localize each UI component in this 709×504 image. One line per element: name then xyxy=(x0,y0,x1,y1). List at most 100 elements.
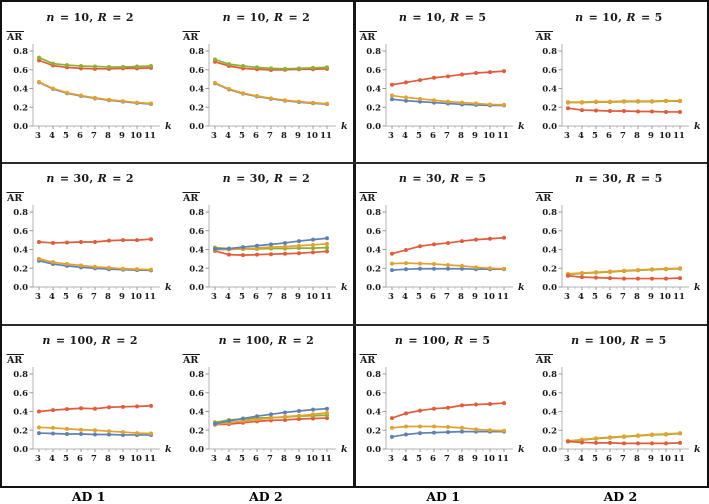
series-marker-red xyxy=(121,404,125,409)
y-tick-label: 0.2 xyxy=(542,103,557,113)
series-marker-red xyxy=(649,441,654,446)
chart-canvas: AR 0.0 0.2 0.4 0.6 0.8 3 4 5 6 7 8 9 10 11 k xyxy=(359,192,525,302)
x-tick-label: 7 xyxy=(620,131,626,141)
series-marker-red xyxy=(135,404,139,408)
x-tick-label: 7 xyxy=(91,131,97,141)
y-tick-label: 0.2 xyxy=(366,103,381,113)
y-axis-label: AR xyxy=(6,355,22,366)
series-marker-blue xyxy=(311,237,316,242)
series-marker-green xyxy=(311,246,316,251)
x-tick-label: 5 xyxy=(416,292,422,302)
series-marker-orange xyxy=(389,425,394,430)
series-marker-red xyxy=(487,401,492,406)
figure-frame: n = 10, R = 2 AR 0.0 0.2 0.4 0.6 0.8 3 4 5 6 7 8 9 10 1… xyxy=(0,0,709,488)
series-marker-green xyxy=(325,245,330,250)
series-marker-green xyxy=(135,64,139,69)
y-axis-label: AR xyxy=(359,32,375,43)
series-marker-red xyxy=(565,106,570,111)
y-tick-label: 0.0 xyxy=(189,122,204,132)
y-tick-label: 0.2 xyxy=(189,426,204,436)
subplot: n = 100, R = 2 AR 0.0 0.2 0.4 0.6 0.8 3 4 5 6 7 8 9 10… xyxy=(2,325,178,486)
x-tick-label: 11 xyxy=(144,292,156,302)
series-marker-orange xyxy=(417,96,422,101)
series-marker-blue xyxy=(227,418,232,423)
x-tick-label: 3 xyxy=(211,292,217,302)
y-tick-label: 0.6 xyxy=(189,66,204,76)
x-tick-label: 6 xyxy=(77,292,83,302)
x-tick-label: 6 xyxy=(253,131,259,141)
y-tick-label: 0.6 xyxy=(189,227,204,237)
x-tick-label: 4 xyxy=(225,454,231,464)
y-axis-label: AR xyxy=(182,355,198,366)
x-tick-label: 7 xyxy=(91,292,97,302)
x-tick-label: 4 xyxy=(578,454,584,464)
series-marker-red xyxy=(649,109,654,114)
series-marker-red xyxy=(311,416,316,421)
plot-title: n = 10, R = 2 xyxy=(222,11,311,24)
series-marker-blue xyxy=(255,244,260,249)
x-tick-label: 10 xyxy=(659,131,671,141)
series-marker-orange xyxy=(283,414,288,419)
series-marker-orange xyxy=(269,245,274,250)
series-marker-blue xyxy=(65,431,69,436)
y-axis-label: AR xyxy=(359,355,375,366)
series-marker-red xyxy=(445,74,450,79)
x-tick-label: 11 xyxy=(320,292,332,302)
x-tick-label: 3 xyxy=(388,454,394,464)
chart-canvas: AR 0.0 0.2 0.4 0.6 0.8 3 4 5 6 7 8 9 10 11 k xyxy=(6,353,172,464)
series-marker-blue xyxy=(325,406,330,411)
y-tick-label: 0.8 xyxy=(542,370,557,380)
y-tick-label: 0.8 xyxy=(189,47,204,57)
series-marker-red xyxy=(635,276,640,281)
series-marker-orange xyxy=(501,267,506,272)
series-marker-orange xyxy=(635,433,640,438)
series-marker-orange xyxy=(431,262,436,267)
x-tick-label: 9 xyxy=(119,292,125,302)
x-tick-label: 4 xyxy=(49,454,55,464)
subplot: n = 10, R = 2 AR 0.0 0.2 0.4 0.6 0.8 3 4 5 6 7 8 9 10 1… xyxy=(2,2,178,163)
x-tick-label: 3 xyxy=(35,454,41,464)
series-marker-red xyxy=(255,252,260,257)
series-marker-orange xyxy=(473,101,478,106)
series-marker-red xyxy=(487,70,492,75)
y-tick-label: 0.2 xyxy=(542,426,557,436)
series-marker-green xyxy=(283,66,288,71)
x-axis-label: k xyxy=(694,444,701,455)
y-tick-label: 0.4 xyxy=(13,407,28,417)
x-tick-label: 8 xyxy=(105,292,111,302)
series-marker-orange xyxy=(311,243,316,248)
y-tick-label: 0.4 xyxy=(189,407,204,417)
chart-canvas: AR 0.0 0.2 0.4 0.6 0.8 3 4 5 6 7 8 9 10 11 k xyxy=(182,31,348,141)
x-tick-label: 8 xyxy=(634,292,640,302)
x-tick-label: 11 xyxy=(497,131,509,141)
series-marker-orange xyxy=(501,102,506,107)
series-marker-red xyxy=(459,403,464,408)
x-tick-label: 8 xyxy=(281,131,287,141)
series-marker-blue xyxy=(107,432,111,437)
series-marker-blue xyxy=(389,97,394,102)
chart-canvas: AR 0.0 0.2 0.4 0.6 0.8 3 4 5 6 7 8 9 10 11 k xyxy=(6,31,172,141)
x-tick-label: 8 xyxy=(458,292,464,302)
x-axis-label: k xyxy=(518,444,525,455)
y-tick-label: 0.2 xyxy=(366,265,381,275)
series-marker-green xyxy=(213,57,218,62)
x-tick-label: 5 xyxy=(63,131,69,141)
series-marker-orange xyxy=(459,100,464,105)
series-marker-orange xyxy=(65,426,69,431)
x-tick-label: 9 xyxy=(119,131,125,141)
y-axis-label: AR xyxy=(535,193,551,204)
series-marker-red xyxy=(677,440,682,445)
series-marker-red xyxy=(445,241,450,246)
series-marker-orange xyxy=(473,426,478,431)
series-marker-orange xyxy=(269,415,274,420)
series-marker-orange xyxy=(459,264,464,269)
y-tick-label: 0.4 xyxy=(13,246,28,256)
series-line-blue xyxy=(38,81,152,105)
x-tick-label: 5 xyxy=(592,292,598,302)
series-marker-orange xyxy=(51,425,55,430)
series-marker-blue xyxy=(37,430,41,435)
series-marker-orange xyxy=(311,411,316,416)
series-marker-red xyxy=(37,58,41,63)
series-marker-red xyxy=(107,238,111,243)
x-tick-label: 9 xyxy=(295,454,301,464)
